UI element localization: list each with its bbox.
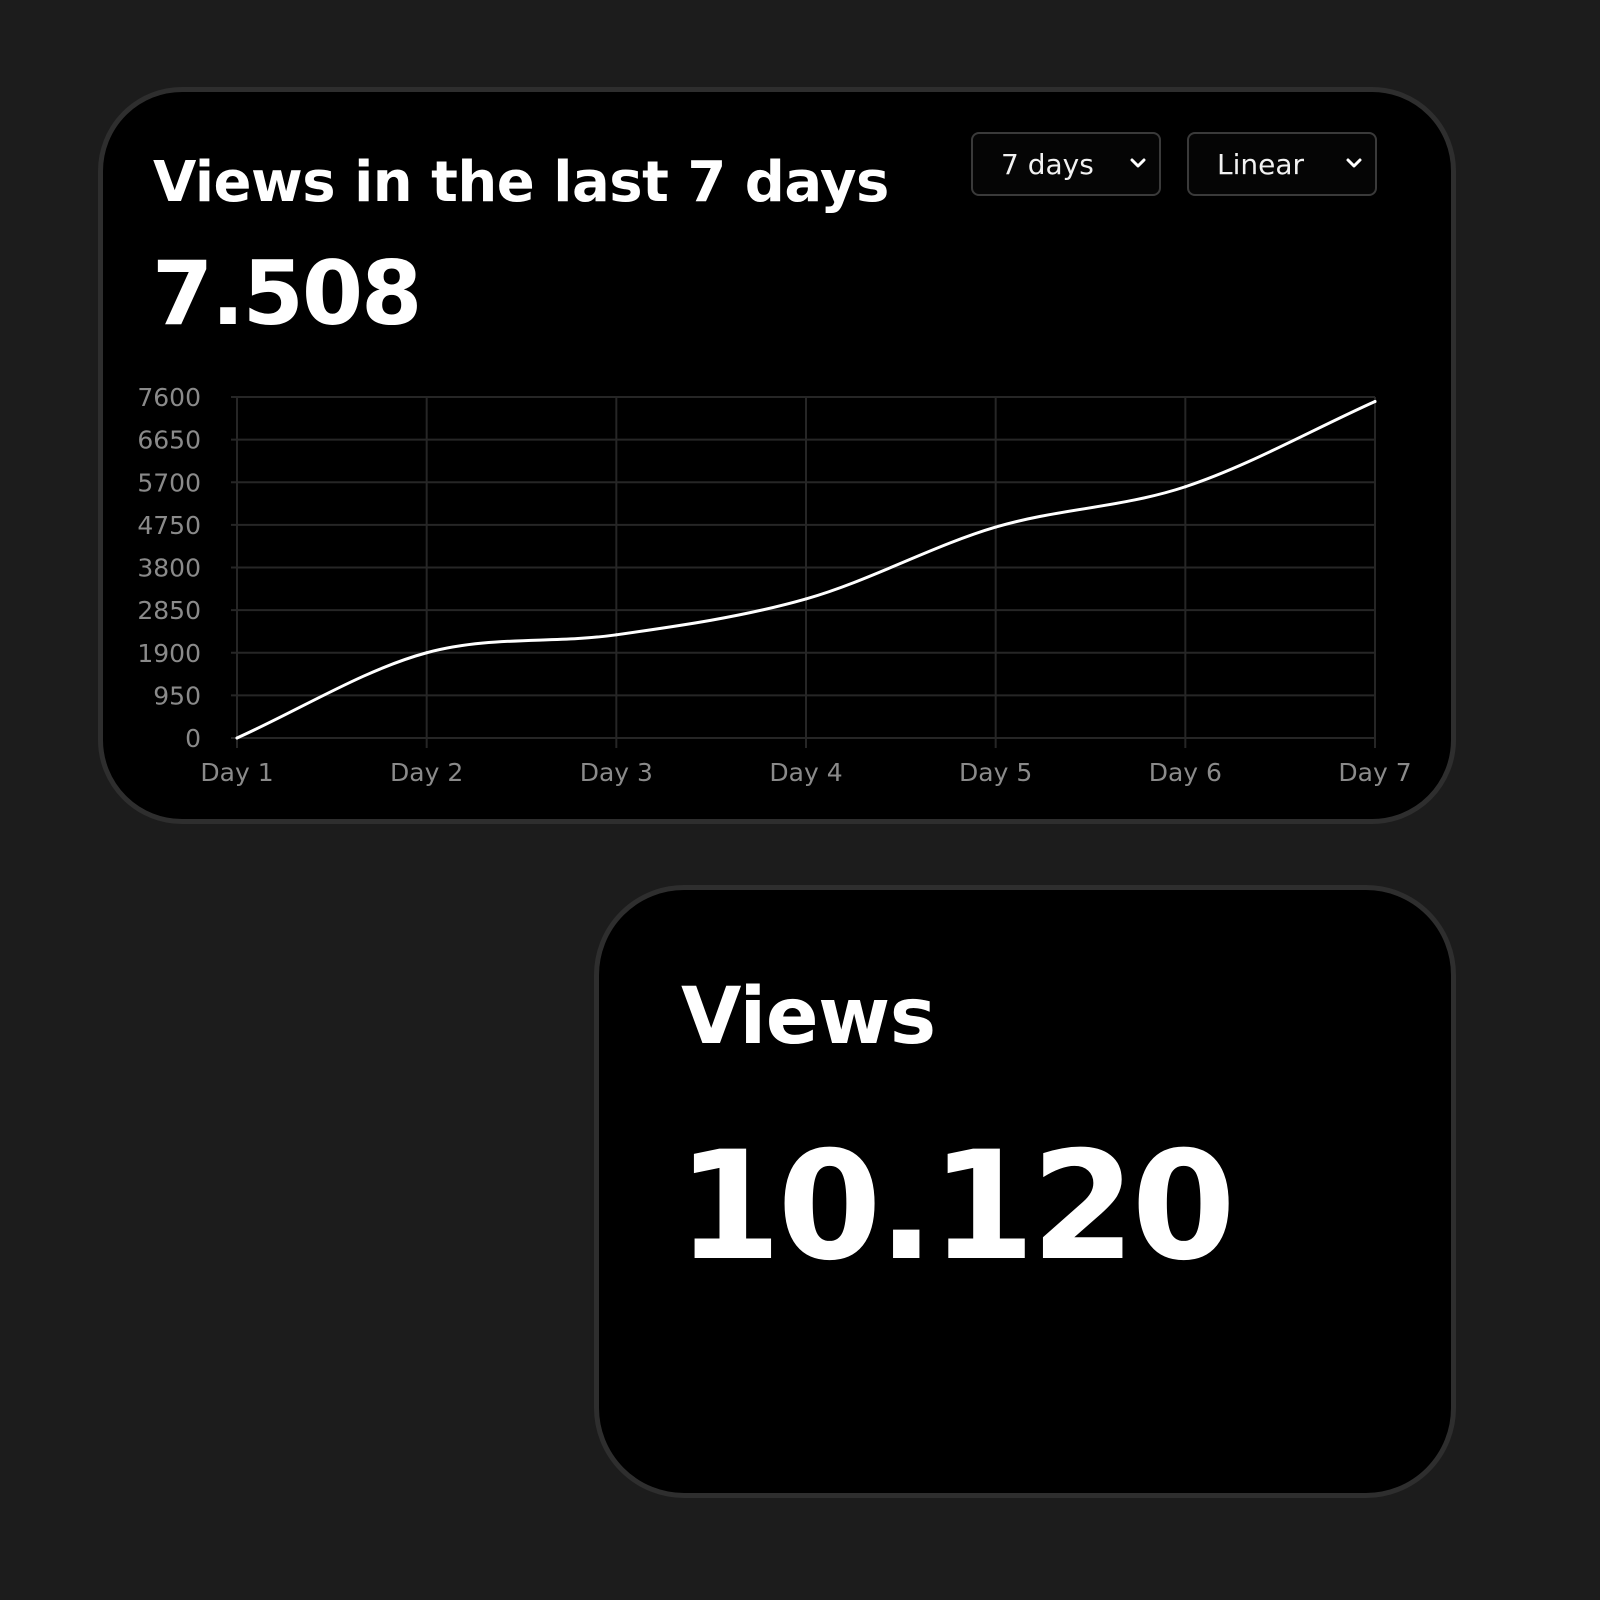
- data-point: [1373, 399, 1377, 403]
- y-tick-label: 1900: [137, 639, 201, 668]
- chevron-down-icon: [1346, 158, 1362, 168]
- x-tick-label: Day 2: [390, 758, 463, 787]
- x-tick-label: Day 5: [959, 758, 1032, 787]
- y-tick-label: 3800: [137, 554, 201, 583]
- x-tick-label: Day 1: [200, 758, 273, 787]
- views-chart-card: Views in the last 7 days 7.508 7 days Li…: [98, 87, 1456, 824]
- data-point: [1183, 485, 1187, 489]
- scale-select[interactable]: Linear: [1187, 132, 1377, 196]
- y-tick-label: 5700: [137, 468, 201, 497]
- views-total-card: Views 10.120: [594, 885, 1456, 1498]
- chevron-down-icon: [1130, 158, 1146, 168]
- y-tick-label: 4750: [137, 511, 201, 540]
- data-point: [425, 651, 429, 655]
- chart-card-title: Views in the last 7 days: [153, 150, 889, 215]
- views-card-title: Views: [681, 972, 936, 1062]
- x-tick-label: Day 3: [580, 758, 653, 787]
- time-range-select[interactable]: 7 days: [971, 132, 1161, 196]
- y-tick-label: 7600: [137, 383, 201, 412]
- x-tick-label: Day 6: [1149, 758, 1222, 787]
- data-point: [614, 633, 618, 637]
- chart-card-total: 7.508: [152, 242, 422, 345]
- y-tick-label: 0: [185, 724, 201, 753]
- y-tick-label: 2850: [137, 596, 201, 625]
- views-card-total: 10.120: [677, 1120, 1236, 1294]
- data-point: [994, 525, 998, 529]
- time-range-value: 7 days: [1001, 147, 1094, 181]
- scale-value: Linear: [1217, 147, 1305, 181]
- x-tick-label: Day 4: [769, 758, 842, 787]
- y-tick-label: 6650: [137, 426, 201, 455]
- x-tick-label: Day 7: [1338, 758, 1411, 787]
- data-point: [235, 736, 239, 740]
- data-point: [804, 597, 808, 601]
- y-tick-label: 950: [153, 681, 201, 710]
- views-line-chart: 0 950 1900 2850 3800 4750 5700 6650 7600 Day 1 Day…: [137, 383, 1411, 787]
